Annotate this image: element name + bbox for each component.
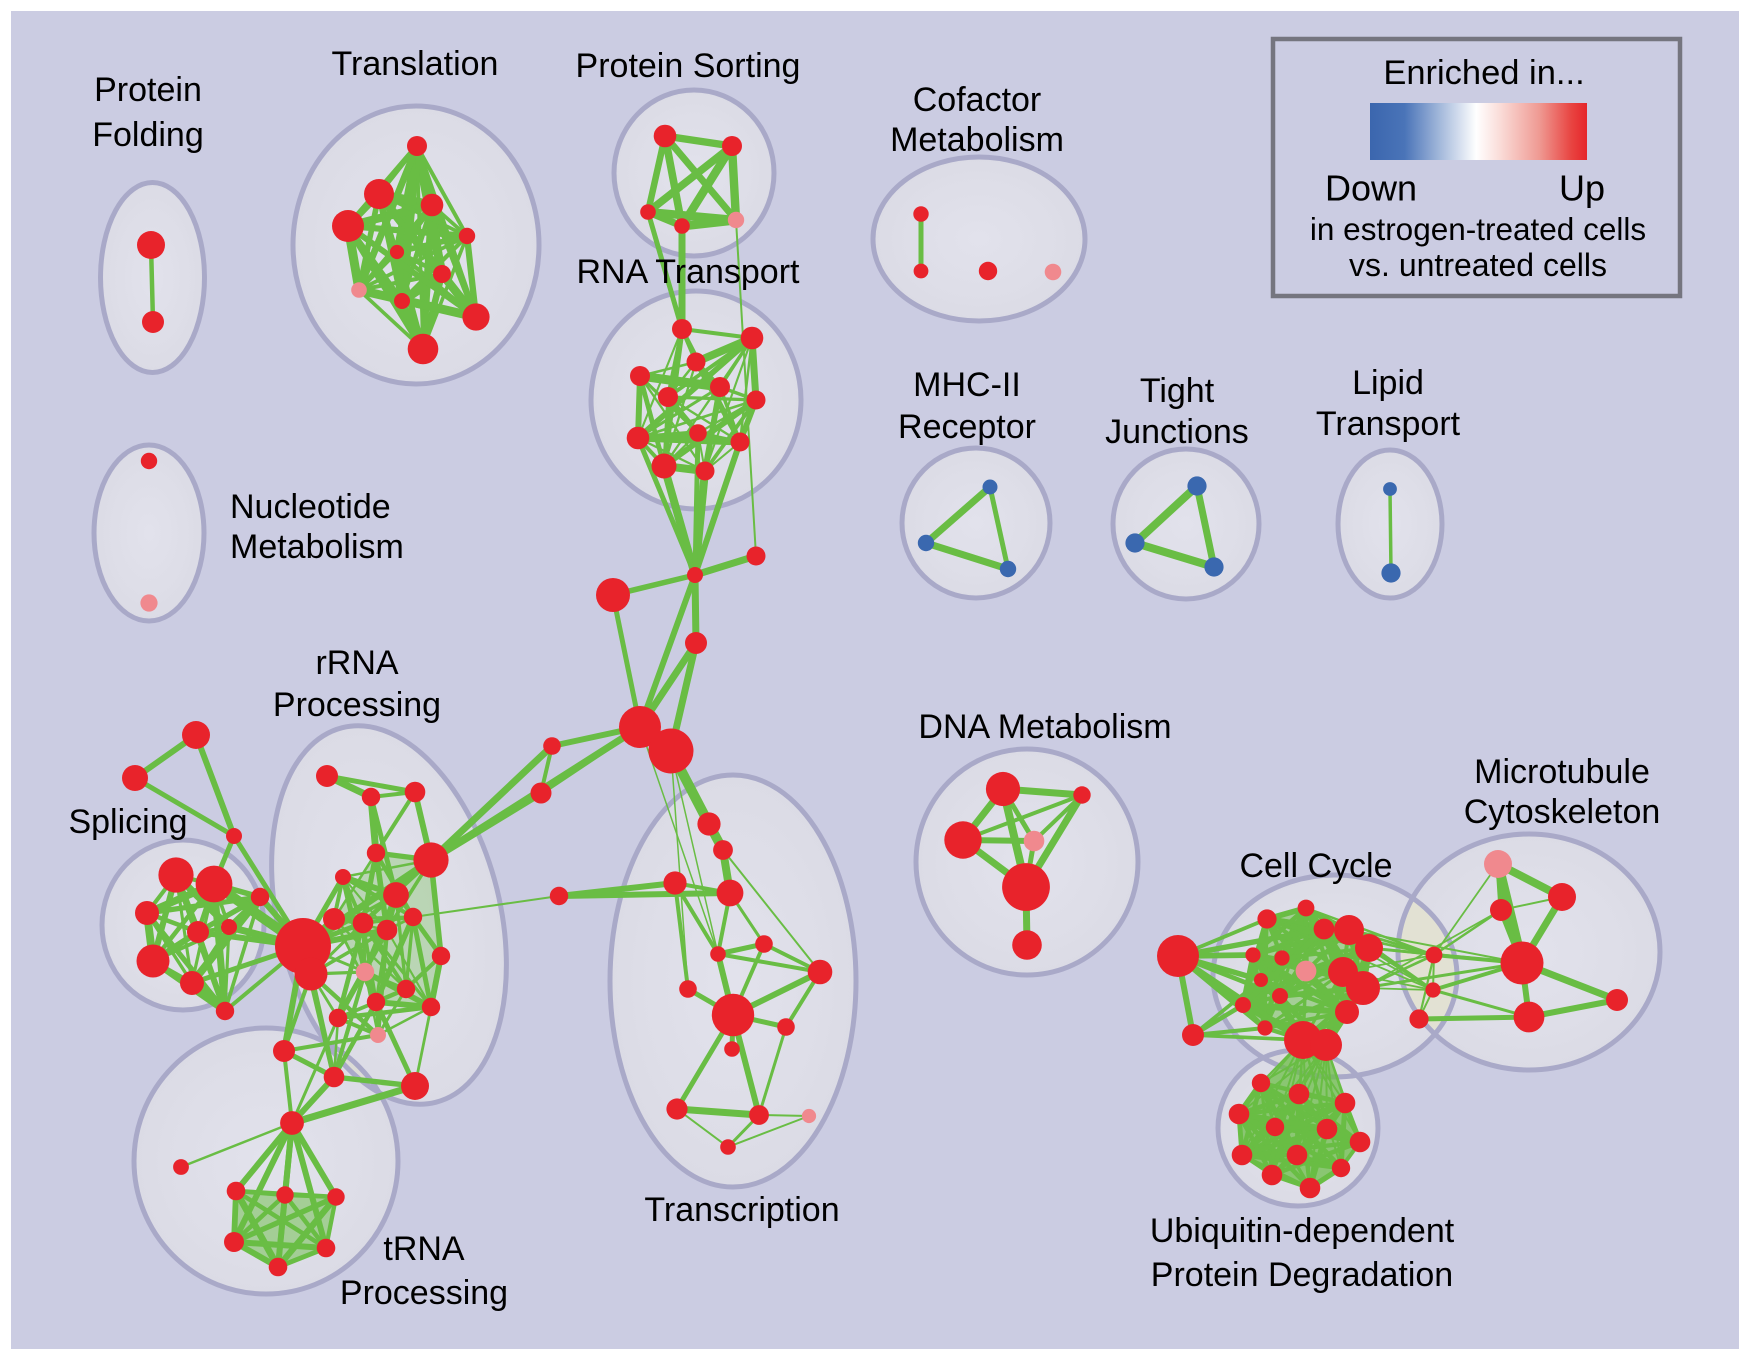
- svg-text:Lipid: Lipid: [1352, 364, 1424, 402]
- svg-text:Receptor: Receptor: [898, 408, 1036, 446]
- svg-text:Down: Down: [1325, 168, 1417, 209]
- svg-text:Tight: Tight: [1140, 372, 1215, 410]
- svg-text:Transport: Transport: [1316, 405, 1461, 443]
- svg-text:Junctions: Junctions: [1105, 413, 1249, 451]
- svg-text:MHC-II: MHC-II: [913, 366, 1021, 404]
- svg-text:Splicing: Splicing: [68, 803, 187, 841]
- svg-text:Up: Up: [1559, 168, 1605, 209]
- svg-text:Cytoskeleton: Cytoskeleton: [1464, 793, 1661, 831]
- svg-text:tRNA: tRNA: [383, 1230, 465, 1268]
- svg-text:Ubiquitin-dependent: Ubiquitin-dependent: [1150, 1212, 1455, 1250]
- svg-text:RNA Transport: RNA Transport: [577, 253, 801, 291]
- svg-text:Cell Cycle: Cell Cycle: [1239, 847, 1392, 885]
- svg-text:rRNA: rRNA: [315, 644, 398, 682]
- svg-text:Cofactor: Cofactor: [913, 81, 1042, 119]
- svg-text:Enriched in...: Enriched in...: [1383, 54, 1584, 92]
- svg-text:Processing: Processing: [273, 686, 441, 724]
- svg-text:Protein: Protein: [94, 71, 202, 109]
- svg-text:vs. untreated cells: vs. untreated cells: [1349, 247, 1607, 283]
- svg-text:DNA Metabolism: DNA Metabolism: [918, 708, 1171, 746]
- svg-text:Microtubule: Microtubule: [1474, 753, 1650, 791]
- svg-text:Metabolism: Metabolism: [890, 121, 1064, 159]
- svg-text:Nucleotide: Nucleotide: [230, 488, 391, 526]
- svg-text:Metabolism: Metabolism: [230, 528, 404, 566]
- svg-text:Processing: Processing: [340, 1274, 508, 1312]
- svg-text:Protein Sorting: Protein Sorting: [576, 47, 801, 85]
- svg-text:Transcription: Transcription: [644, 1191, 839, 1229]
- svg-text:Protein Degradation: Protein Degradation: [1151, 1256, 1453, 1294]
- svg-text:Translation: Translation: [332, 45, 499, 83]
- svg-text:in estrogen-treated cells: in estrogen-treated cells: [1310, 211, 1646, 247]
- svg-text:Folding: Folding: [92, 116, 204, 154]
